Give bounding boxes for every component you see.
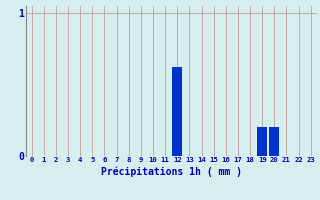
Bar — [172, 67, 182, 156]
X-axis label: Précipitations 1h ( mm ): Précipitations 1h ( mm ) — [101, 166, 242, 177]
Bar — [269, 127, 279, 156]
Bar — [257, 127, 267, 156]
